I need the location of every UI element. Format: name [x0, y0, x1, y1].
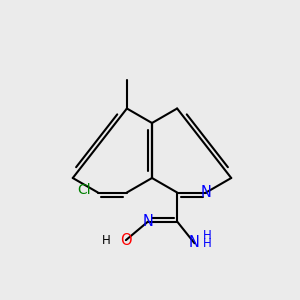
Text: N: N — [143, 214, 154, 229]
Text: N: N — [201, 185, 212, 200]
Text: H: H — [202, 229, 211, 242]
Text: H: H — [102, 234, 110, 247]
Text: N: N — [189, 235, 200, 250]
Text: Cl: Cl — [77, 184, 91, 197]
Text: H: H — [202, 237, 211, 250]
Text: O: O — [120, 232, 132, 247]
